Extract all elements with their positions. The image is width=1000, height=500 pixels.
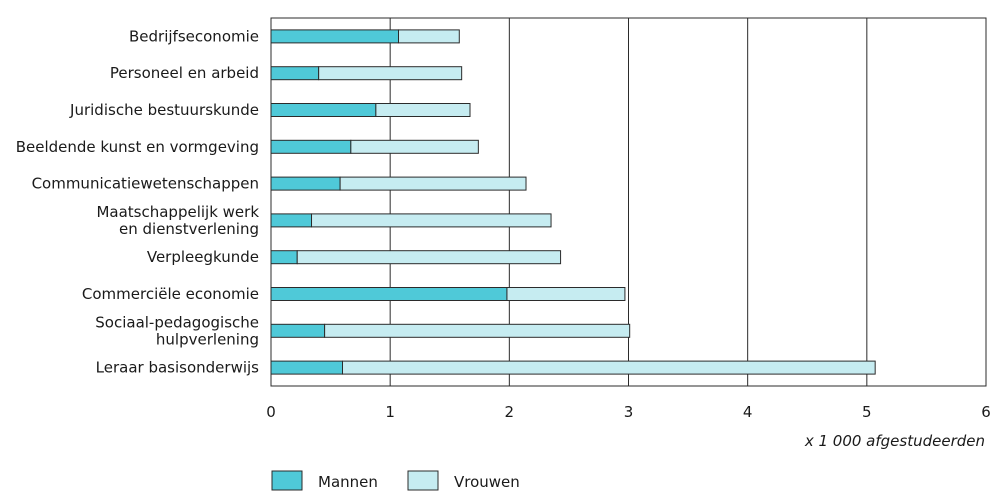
category-label: Communicatiewetenschappen xyxy=(32,175,259,193)
bar-vrouwen-2 xyxy=(375,103,471,117)
x-axis-title: x 1 000 afgestudeerden xyxy=(804,432,985,450)
bar-vrouwen-4 xyxy=(339,176,527,191)
plot-border xyxy=(270,17,987,387)
bar-vrouwen-8 xyxy=(324,323,631,338)
bar-mannen-1 xyxy=(270,66,320,81)
x-tick-labels: 0 1 2 3 4 5 6 xyxy=(266,403,991,421)
legend-label-mannen: Mannen xyxy=(318,473,378,491)
bar-vrouwen-0 xyxy=(398,29,460,44)
bar-mannen-4 xyxy=(270,176,341,191)
bar-mannen-2 xyxy=(270,103,377,117)
bar-vrouwen-1 xyxy=(318,66,463,81)
category-label: Juridische bestuurskunde xyxy=(69,101,259,119)
category-label: Bedrijfseconomie xyxy=(129,27,259,45)
category-label: Leraar basisonderwijs xyxy=(96,359,260,377)
x-tick-label: 2 xyxy=(505,403,515,421)
x-tick-label: 3 xyxy=(624,403,634,421)
category-label: Maatschappelijk werk en dienstverlening xyxy=(96,203,259,238)
x-tick-label: 6 xyxy=(981,403,991,421)
x-tick-label: 1 xyxy=(385,403,395,421)
legend-swatch-mannen xyxy=(271,470,303,491)
bar-mannen-9 xyxy=(270,360,343,375)
category-label: Beeldende kunst en vormgeving xyxy=(16,138,259,156)
legend-label-vrouwen: Vrouwen xyxy=(454,473,520,491)
category-label: Personeel en arbeid xyxy=(110,64,259,82)
bar-mannen-0 xyxy=(270,29,400,44)
bar-mannen-3 xyxy=(270,139,352,154)
bar-vrouwen-7 xyxy=(506,287,626,301)
x-tick-label: 5 xyxy=(862,403,872,421)
x-tick-label: 4 xyxy=(743,403,753,421)
category-label: Sociaal-pedagogische hulpverlening xyxy=(95,313,259,348)
plot-frame xyxy=(270,17,987,387)
legend: Mannen Vrouwen xyxy=(271,470,520,491)
x-tick-label: 0 xyxy=(266,403,276,421)
bar-mannen-5 xyxy=(270,213,313,228)
bars xyxy=(270,29,876,375)
category-labels: Bedrijfseconomie Personeel en arbeid Jurid… xyxy=(16,27,260,376)
category-label: Commerciële economie xyxy=(82,285,259,303)
bar-vrouwen-5 xyxy=(311,213,552,228)
category-label: Verpleegkunde xyxy=(147,248,259,266)
legend-swatch-vrouwen xyxy=(407,470,439,491)
bar-vrouwen-9 xyxy=(342,360,876,375)
bar-vrouwen-3 xyxy=(350,139,479,154)
bar-mannen-7 xyxy=(270,287,508,301)
bar-mannen-8 xyxy=(270,323,326,338)
bar-vrouwen-6 xyxy=(296,250,562,265)
bar-mannen-6 xyxy=(270,250,298,265)
